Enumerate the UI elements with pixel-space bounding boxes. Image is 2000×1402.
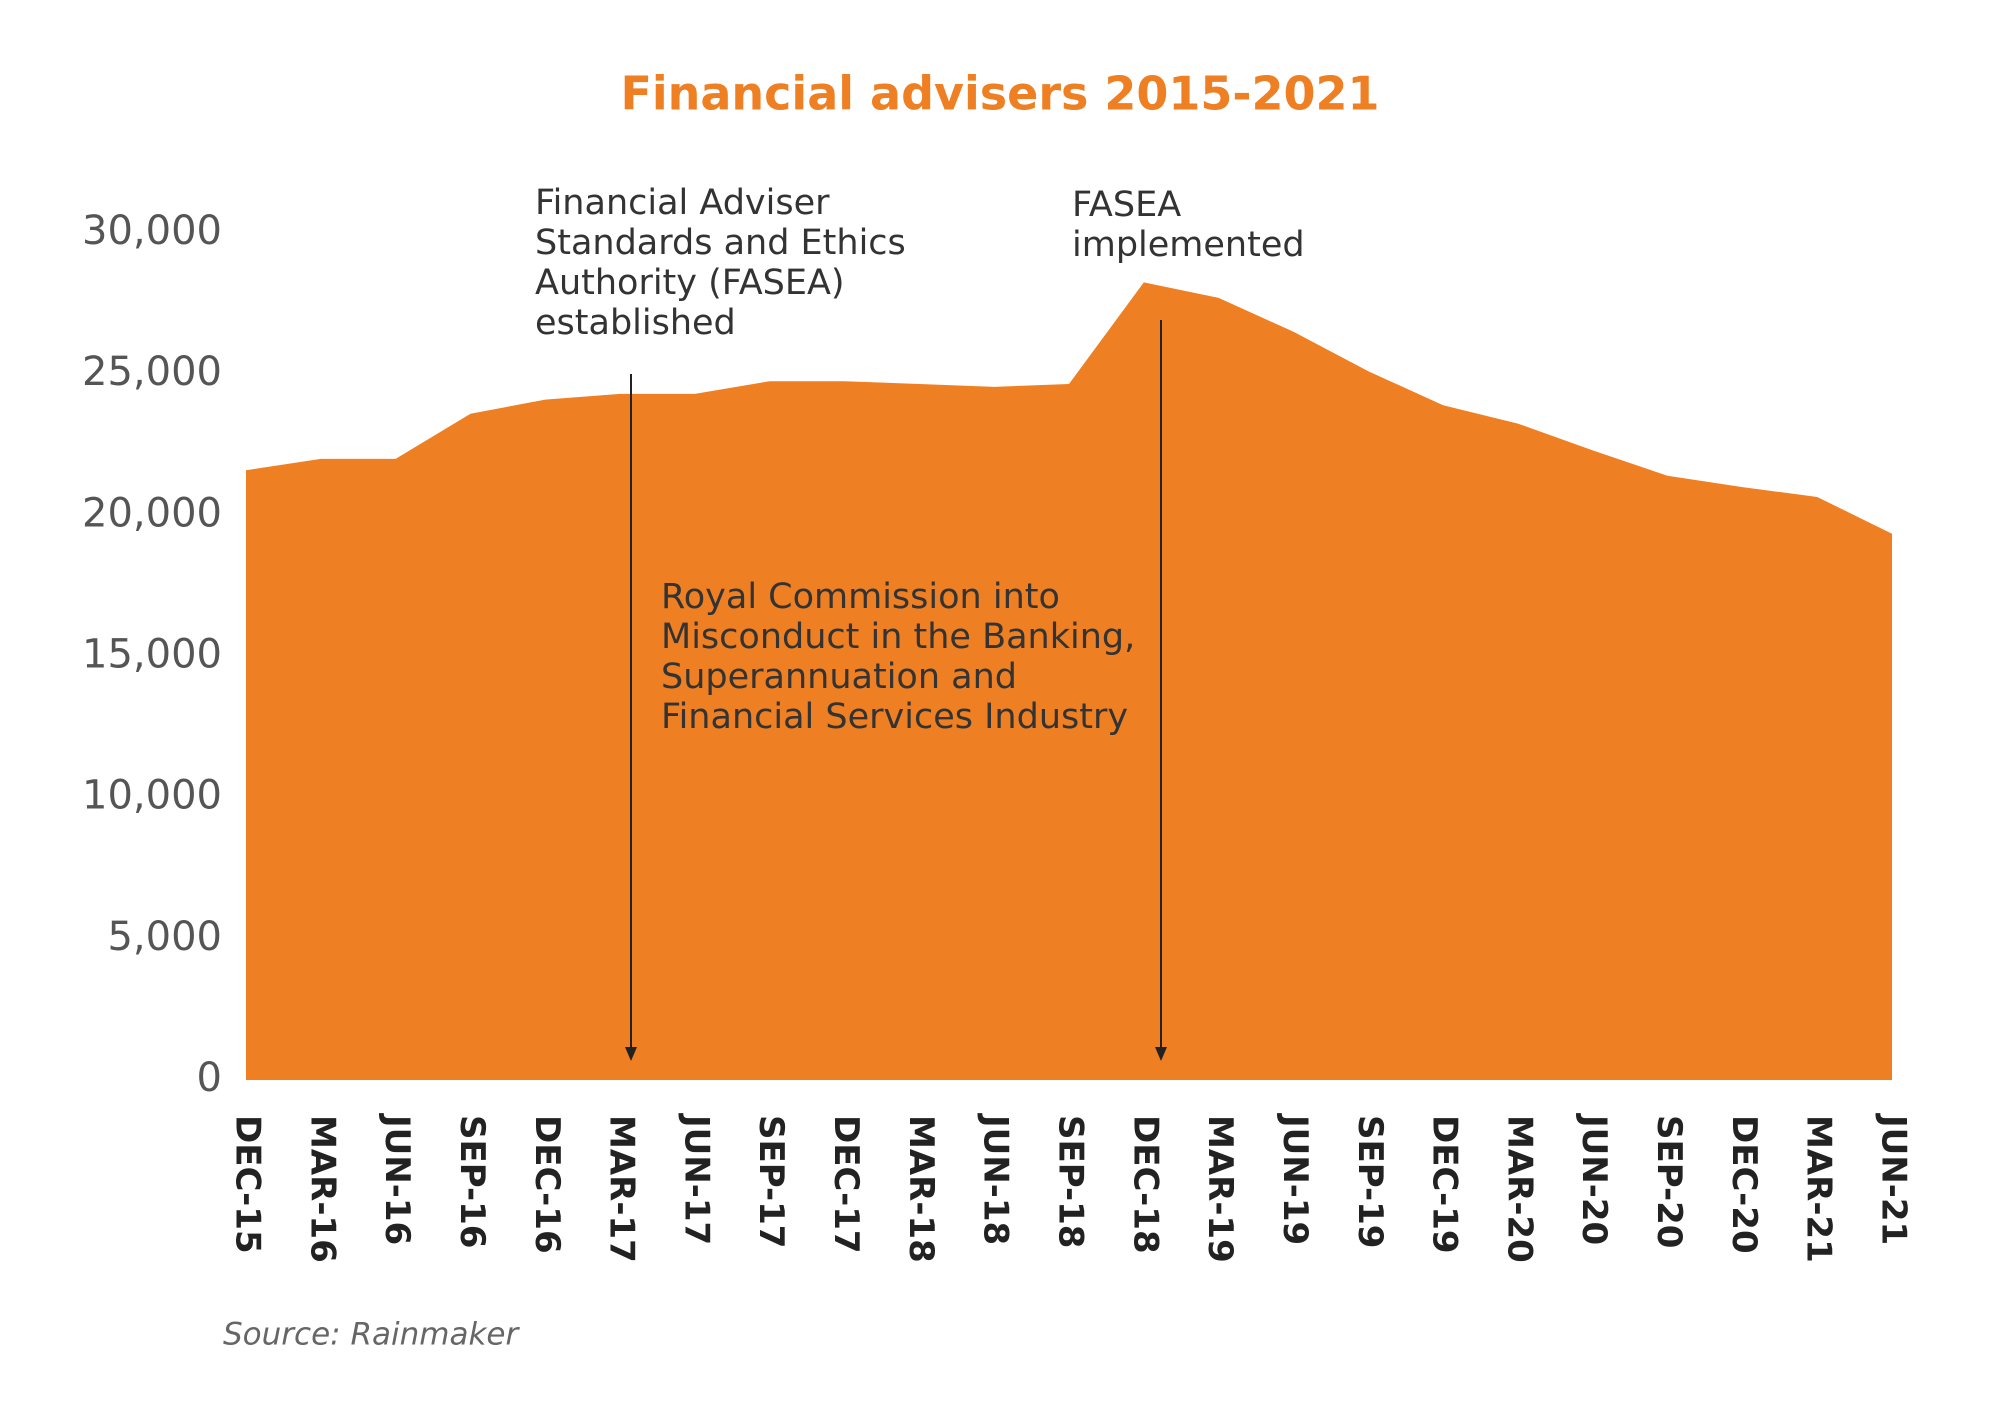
x-tick-label: JUN-21 <box>1874 1113 1914 1245</box>
annotation-text: Authority (FASEA) <box>535 263 845 303</box>
y-tick-label: 15,000 <box>82 632 222 678</box>
annotation-text: Standards and Ethics <box>535 223 906 263</box>
y-tick-label: 0 <box>197 1055 222 1101</box>
arrow-head <box>1155 1047 1167 1061</box>
x-tick-label: DEC-17 <box>826 1115 866 1254</box>
annotation-text: Royal Commission into <box>661 577 1060 617</box>
chart-title: Financial advisers 2015-2021 <box>620 67 1379 121</box>
y-tick-label: 25,000 <box>82 349 222 395</box>
y-tick-label: 30,000 <box>82 208 222 254</box>
annotation-text: established <box>535 303 736 343</box>
x-tick-label: DEC-20 <box>1724 1115 1764 1254</box>
x-tick-label: DEC-15 <box>228 1115 268 1254</box>
y-tick-label: 10,000 <box>82 773 222 819</box>
x-tick-label: JUN-18 <box>976 1113 1016 1245</box>
x-tick-label: JUN-17 <box>676 1113 716 1245</box>
annotation-text: Superannuation and <box>661 657 1017 697</box>
x-tick-label: SEP-20 <box>1649 1115 1689 1248</box>
area <box>246 282 1892 1080</box>
x-tick-label: SEP-18 <box>1051 1115 1091 1248</box>
x-tick-label: MAR-18 <box>901 1115 941 1263</box>
x-tick-label: JUN-20 <box>1574 1113 1614 1245</box>
x-tick-label: SEP-16 <box>452 1115 492 1248</box>
x-tick-label: JUN-19 <box>1275 1113 1315 1245</box>
annotation-text: Financial Services Industry <box>661 697 1128 737</box>
arrow-head <box>625 1047 637 1061</box>
annotation-text: Misconduct in the Banking, <box>661 617 1135 657</box>
x-tick-label: JUN-16 <box>377 1113 417 1245</box>
annotation-text: implemented <box>1072 225 1305 265</box>
source-note: Source: Rainmaker <box>223 1317 520 1353</box>
x-tick-label: DEC-16 <box>527 1115 567 1254</box>
x-tick-label: SEP-19 <box>1350 1115 1390 1248</box>
x-tick-label: MAR-21 <box>1799 1115 1839 1263</box>
x-tick-label: MAR-17 <box>602 1115 642 1263</box>
y-tick-label: 5,000 <box>107 914 222 960</box>
x-tick-label: SEP-17 <box>751 1115 791 1248</box>
x-tick-label: DEC-18 <box>1125 1115 1165 1254</box>
x-tick-label: MAR-20 <box>1499 1115 1539 1263</box>
annotation-text: FASEA <box>1072 185 1181 225</box>
x-tick-label: DEC-19 <box>1425 1115 1465 1254</box>
x-tick-label: MAR-19 <box>1200 1115 1240 1263</box>
annotation-text: Financial Adviser <box>535 183 830 223</box>
y-tick-label: 20,000 <box>82 490 222 536</box>
plot-area: 0 5,000 10,000 15,000 20,000 25,000 30,000 DEC-… <box>82 208 1913 1263</box>
x-tick-label: MAR-16 <box>302 1115 342 1263</box>
